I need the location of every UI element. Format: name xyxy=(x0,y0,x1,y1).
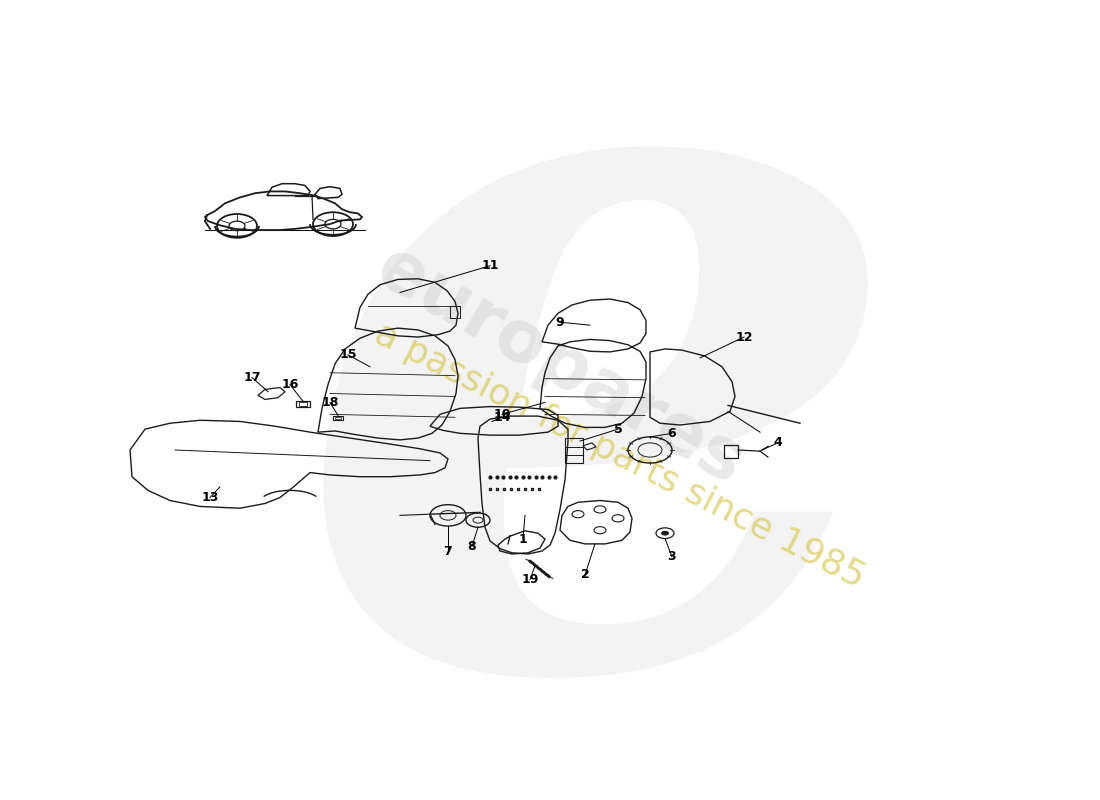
Bar xyxy=(724,446,738,458)
Text: 8: 8 xyxy=(468,540,476,553)
Text: 9: 9 xyxy=(556,316,564,329)
Text: e: e xyxy=(290,0,910,800)
Text: 6: 6 xyxy=(668,427,676,440)
Circle shape xyxy=(661,531,669,535)
Text: europares: europares xyxy=(363,234,757,500)
Text: 2: 2 xyxy=(581,568,590,582)
Text: 1: 1 xyxy=(518,533,527,546)
Text: a passion for parts since 1985: a passion for parts since 1985 xyxy=(370,317,871,595)
Bar xyxy=(299,402,307,406)
Text: 17: 17 xyxy=(243,371,261,384)
Bar xyxy=(450,306,460,318)
Text: 16: 16 xyxy=(282,378,299,391)
Bar xyxy=(296,402,310,407)
Text: 5: 5 xyxy=(614,422,623,436)
Bar xyxy=(336,417,341,419)
Text: 14: 14 xyxy=(493,410,510,424)
Text: 7: 7 xyxy=(443,545,452,558)
Text: 10: 10 xyxy=(493,408,510,421)
Text: 13: 13 xyxy=(201,491,219,504)
Text: 18: 18 xyxy=(321,396,339,409)
Text: 15: 15 xyxy=(339,348,356,362)
Text: 3: 3 xyxy=(668,550,676,563)
Text: 19: 19 xyxy=(521,573,539,586)
Bar xyxy=(333,415,343,420)
Text: 11: 11 xyxy=(482,259,498,272)
Text: 12: 12 xyxy=(735,330,752,343)
Text: 4: 4 xyxy=(773,436,782,450)
Bar xyxy=(565,438,583,463)
